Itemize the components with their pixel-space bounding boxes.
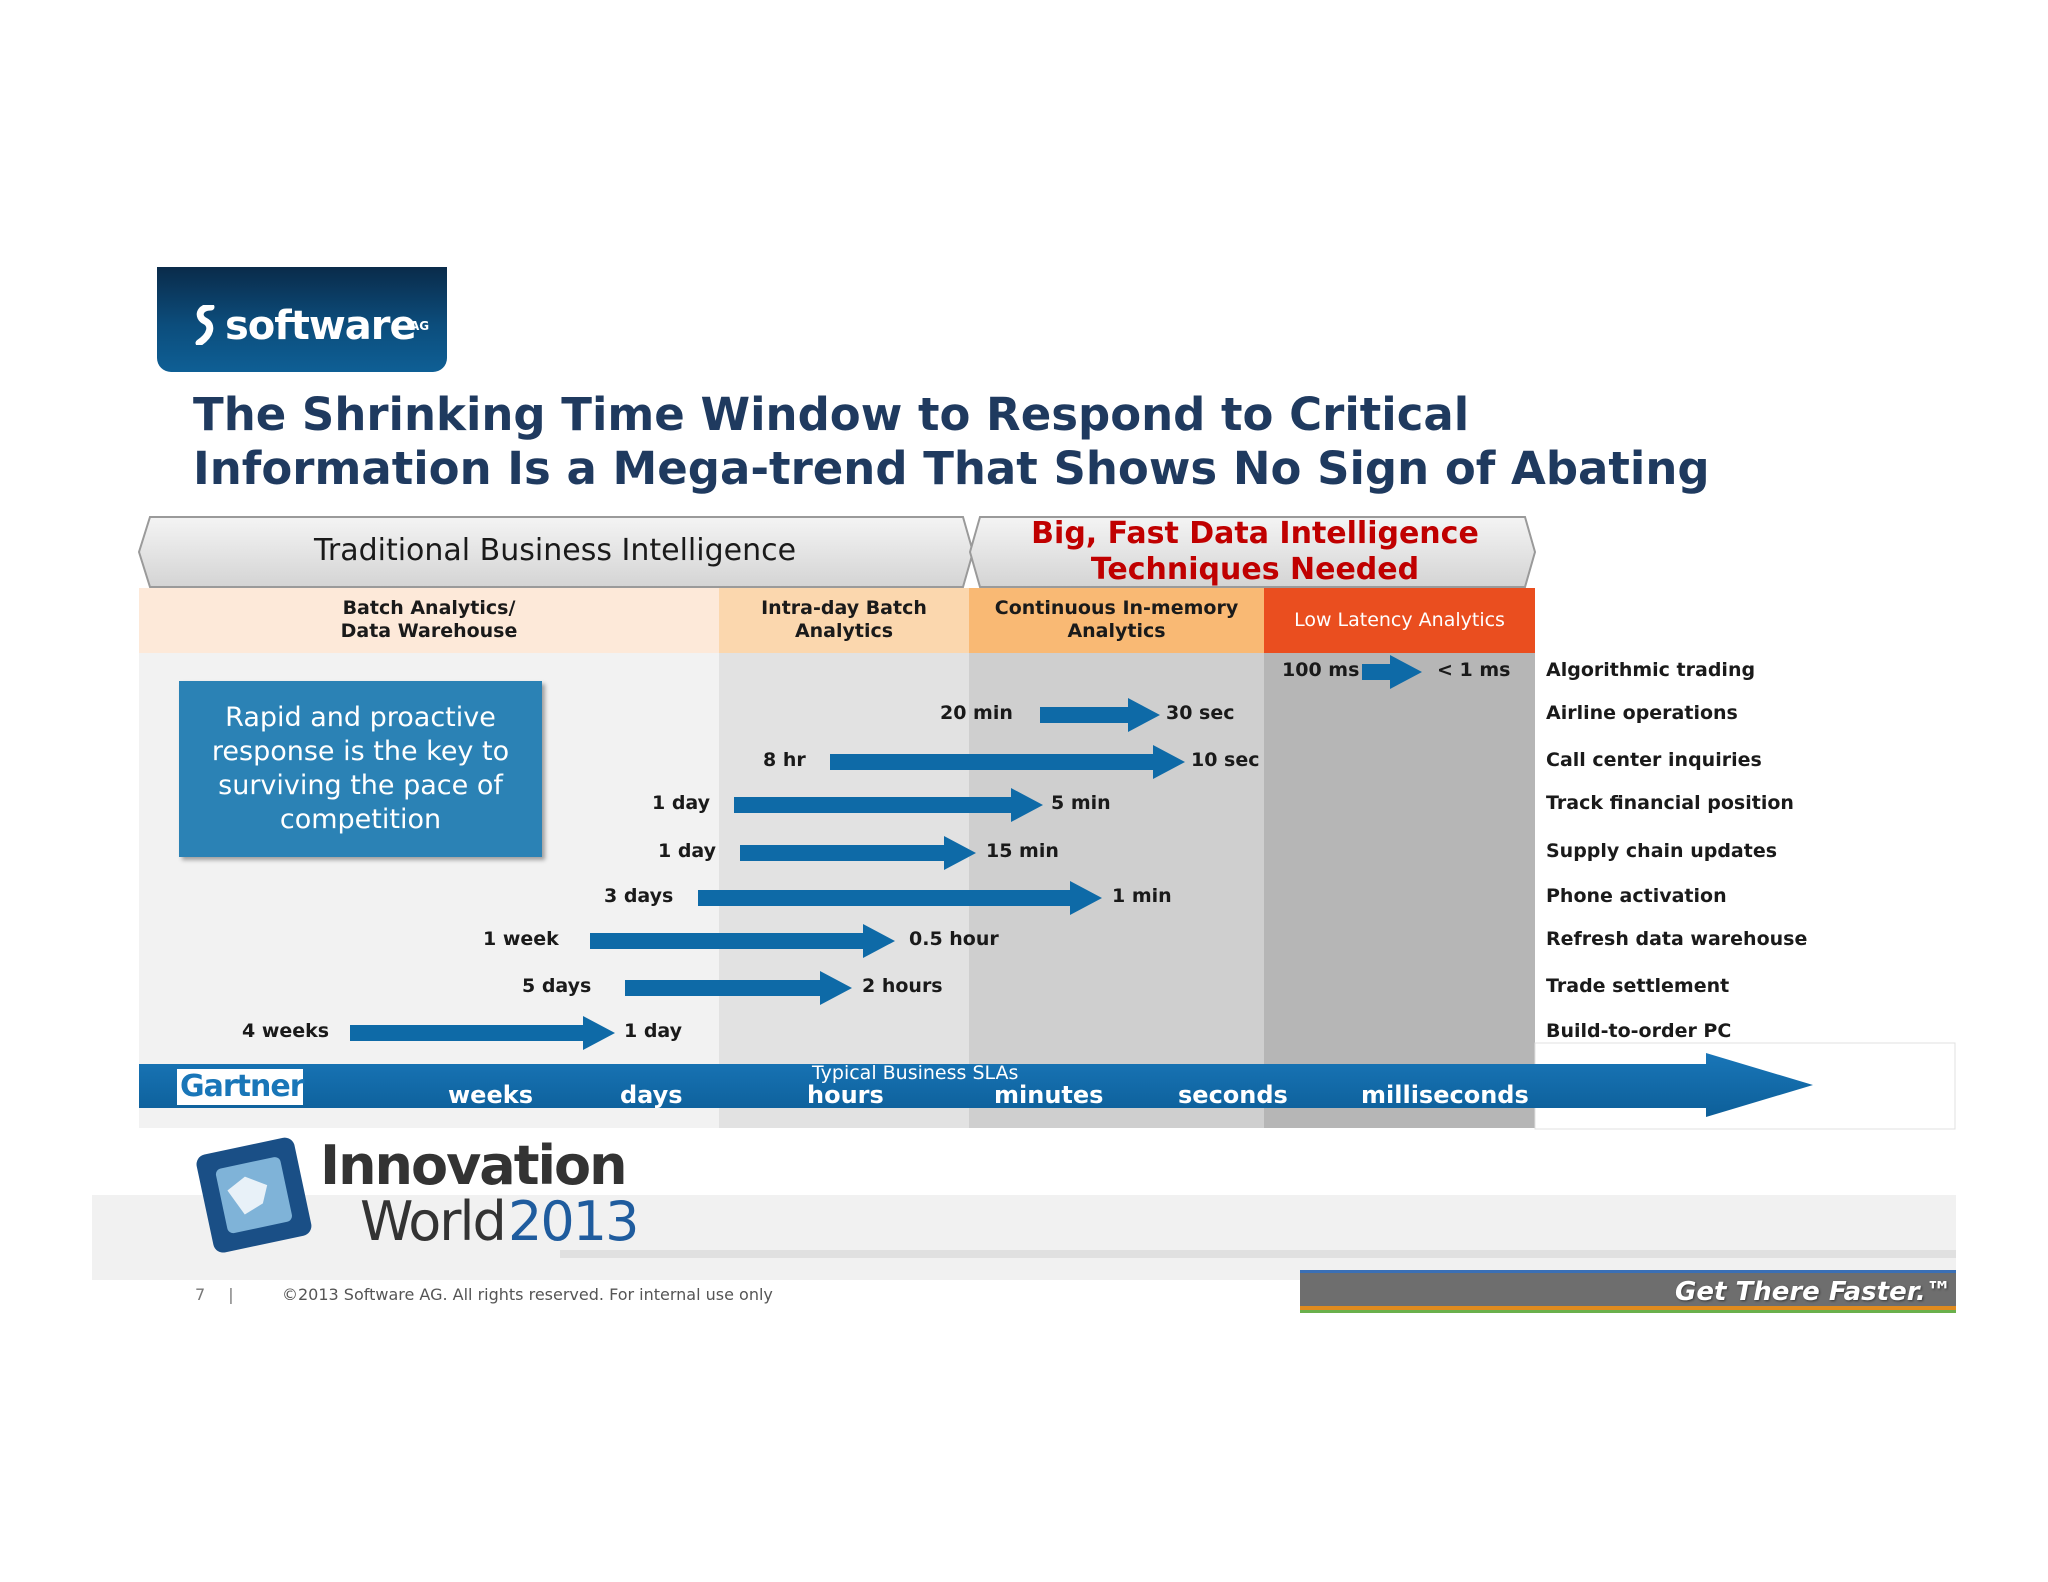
innovation-world-logo: Innovation World 2013 — [190, 1130, 690, 1270]
callout-box: Rapid and proactive response is the key … — [179, 681, 542, 857]
footer-stripe — [560, 1250, 1956, 1258]
tagline-stripe-orange — [1300, 1306, 1956, 1310]
axis-unit-seconds: seconds — [1178, 1081, 1288, 1109]
row-arrow — [590, 924, 895, 958]
row-arrow — [1040, 698, 1160, 732]
column-lowlatency-label: Low Latency Analytics — [1294, 609, 1505, 631]
page-number: 7 | — [195, 1285, 234, 1304]
row-use-case-label: Algorithmic trading — [1546, 659, 1756, 681]
header-batch-bg — [139, 588, 719, 653]
row-arrow — [734, 788, 1043, 822]
event-year: 2013 — [508, 1190, 639, 1253]
row-arrow — [830, 745, 1185, 779]
row-from-label: 4 weeks — [242, 1020, 330, 1042]
header-lowlatency-bg — [1264, 588, 1535, 653]
row-from-label: 20 min — [940, 702, 1013, 724]
row-arrow — [1362, 655, 1422, 689]
slide-title: The Shrinking Time Window to Respond to … — [193, 388, 1710, 495]
event-name-line1: Innovation — [320, 1134, 628, 1197]
row-use-case-label: Phone activation — [1546, 885, 1727, 907]
row-to-label: < 1 ms — [1437, 659, 1511, 681]
copyright: ©2013 Software AG. All rights reserved. … — [282, 1285, 773, 1304]
row-to-label: 1 min — [1112, 885, 1172, 907]
column-continuous-line1: Continuous In-memory — [994, 597, 1239, 619]
column-batch-line2: Data Warehouse — [340, 620, 518, 642]
row-to-label: 1 day — [624, 1020, 683, 1042]
row-use-case-label: Build-to-order PC — [1546, 1020, 1732, 1042]
row-from-label: 8 hr — [763, 749, 806, 771]
row-from-label: 1 day — [652, 792, 711, 814]
column-batch-label: Batch Analytics/ Data Warehouse — [139, 597, 719, 643]
row-to-label: 0.5 hour — [909, 928, 999, 950]
row-arrow — [698, 881, 1102, 915]
axis-unit-hours: hours — [807, 1081, 884, 1109]
row-arrows — [350, 655, 1422, 1050]
axis-unit-minutes: minutes — [994, 1081, 1104, 1109]
lowlatency-column-bg — [1264, 653, 1535, 1128]
column-continuous-line2: Analytics — [1067, 620, 1166, 642]
logo-suffix: AG — [410, 319, 430, 333]
logo-text: software — [225, 303, 417, 349]
row-use-case-label: Call center inquiries — [1546, 749, 1762, 771]
row-use-case-label: Supply chain updates — [1546, 840, 1778, 862]
row-to-label: 10 sec — [1191, 749, 1260, 771]
column-intraday-label: Intra-day Batch Analytics — [719, 597, 969, 643]
traditional-bi-label: Traditional Business Intelligence — [313, 533, 797, 568]
gartner-logo: Gartner — [177, 1069, 305, 1105]
globe-square-icon — [196, 1137, 312, 1253]
row-from-label: 1 week — [483, 928, 559, 950]
footer-band — [92, 1195, 1956, 1280]
event-name-line2: World — [360, 1190, 507, 1253]
sla-axis-arrow — [139, 1053, 1813, 1117]
row-use-case-label: Refresh data warehouse — [1546, 928, 1808, 950]
axis-unit-weeks: weeks — [448, 1081, 533, 1109]
row-arrow — [740, 836, 976, 870]
tagline-stripe-blue — [1300, 1270, 1956, 1273]
row-use-case-label: Airline operations — [1546, 702, 1738, 724]
row-from-label: 100 ms — [1282, 659, 1360, 681]
gartner-logo-text: Gartner — [180, 1069, 305, 1104]
row-arrow — [350, 1016, 615, 1050]
fast-data-banner — [968, 516, 1537, 588]
page-number-value: 7 — [195, 1285, 206, 1304]
row-to-label: 2 hours — [862, 975, 943, 997]
row-from-label: 5 days — [522, 975, 592, 997]
row-from-label: 1 day — [658, 840, 717, 862]
row-arrow — [625, 971, 852, 1005]
software-ag-mark-icon — [195, 305, 215, 345]
tagline: Get There Faster.™ — [1675, 1277, 1952, 1307]
row-use-case-label: Track financial position — [1546, 792, 1794, 814]
axis-unit-days: days — [620, 1081, 683, 1109]
column-intraday-line1: Intra-day Batch — [761, 597, 927, 619]
axis-unit-milliseconds: milliseconds — [1361, 1081, 1529, 1109]
column-intraday-line2: Analytics — [794, 620, 894, 642]
tagline-stripe-green — [1300, 1310, 1956, 1313]
fast-data-label-line2: Techniques Needed — [1090, 552, 1420, 587]
traditional-bi-banner — [137, 516, 975, 588]
header-continuous-bg — [969, 588, 1264, 653]
row-to-label: 5 min — [1051, 792, 1111, 814]
row-from-label: 3 days — [604, 885, 674, 907]
row-to-label: 15 min — [986, 840, 1059, 862]
fast-data-label-line1: Big, Fast Data Intelligence — [1031, 516, 1479, 551]
column-continuous-label: Continuous In-memory Analytics — [969, 597, 1264, 643]
row-use-case-label: Trade settlement — [1546, 975, 1730, 997]
software-ag-logo: software AG — [157, 267, 447, 372]
axis-caption: Typical Business SLAs — [812, 1062, 1019, 1084]
page-separator: | — [228, 1285, 234, 1304]
header-intraday-bg — [719, 588, 969, 653]
column-batch-line1: Batch Analytics/ — [342, 597, 516, 619]
row-to-label: 30 sec — [1166, 702, 1235, 724]
